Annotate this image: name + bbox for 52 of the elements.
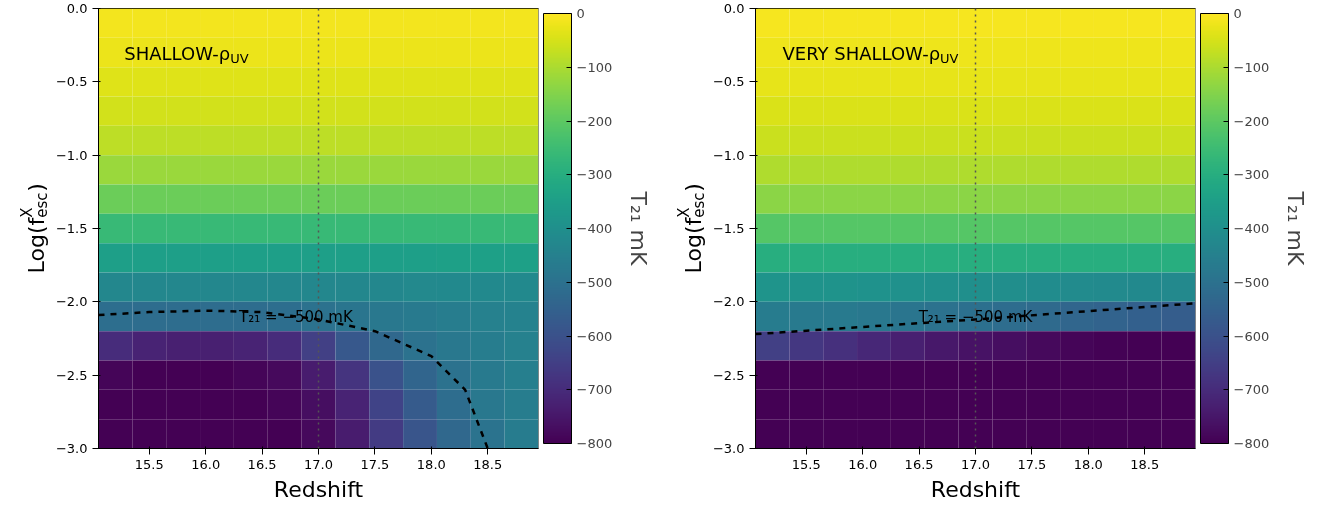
- x-tick-label: 18.5: [473, 456, 503, 472]
- x-tick-label: 18.5: [1130, 456, 1160, 472]
- y-tick-label: −0.5: [712, 74, 745, 90]
- color-bar-label: −800: [1233, 436, 1270, 451]
- y-tick-label: −2.5: [55, 367, 88, 383]
- x-tick-label: 15.5: [134, 456, 164, 472]
- y-tick-label: −2.0: [712, 294, 745, 310]
- y-tick-label: −3.0: [712, 441, 745, 456]
- x-tick-label: 16.5: [904, 456, 934, 472]
- y-tick-label: −1.0: [712, 147, 745, 163]
- y-tick-label: −1.5: [712, 221, 745, 236]
- x-tick-label: 17.5: [1017, 456, 1047, 472]
- color-bar-label: −600: [1233, 328, 1270, 344]
- color-bar-label: −200: [576, 113, 613, 129]
- y-axis-title: Log(fXesc): [17, 183, 51, 274]
- color-bar-label: −300: [576, 167, 613, 183]
- x-tick-label: 17.5: [360, 456, 390, 472]
- x-tick-label: 16.5: [247, 456, 277, 472]
- color-bar-label: −800: [576, 436, 613, 451]
- y-tick-label: −1.0: [55, 147, 88, 163]
- x-tick-label: 16.0: [191, 456, 221, 472]
- color-bar-label: −400: [576, 221, 613, 236]
- x-tick-label: 16.0: [848, 456, 878, 472]
- color-bar-label: −200: [1233, 113, 1270, 129]
- x-tick-label: 17.0: [304, 456, 333, 472]
- y-tick-label: −3.0: [55, 441, 88, 456]
- y-tick-label: −0.5: [55, 74, 88, 90]
- color-bar-title: T₂₁ mK: [625, 190, 651, 267]
- color-bar-label: 0: [576, 6, 585, 21]
- color-bar-label: −700: [576, 382, 613, 398]
- color-bar-label: −500: [576, 274, 613, 290]
- color-bar-label: −100: [576, 59, 613, 75]
- y-axis-title: Log(fXesc): [674, 183, 708, 274]
- x-tick-label: 18.0: [1073, 456, 1103, 472]
- x-axis-title: Redshift: [930, 476, 1021, 502]
- x-tick-label: 18.0: [416, 456, 446, 472]
- y-tick-label: −2.5: [712, 367, 745, 383]
- y-tick-label: −2.0: [55, 294, 88, 310]
- color-bar-title: T₂₁ mK: [1282, 190, 1308, 267]
- color-bar-label: −700: [1233, 382, 1270, 398]
- color-bar-label: −400: [1233, 221, 1270, 236]
- x-tick-label: 17.0: [961, 456, 990, 472]
- y-tick-label: −1.5: [55, 221, 88, 236]
- y-tick-label: 0.0: [66, 1, 88, 16]
- color-bar-label: −600: [576, 328, 613, 344]
- color-bar-label: 0: [1233, 6, 1242, 21]
- color-bar-label: −500: [1233, 274, 1270, 290]
- color-bar-label: −300: [1233, 167, 1270, 183]
- color-bar-label: −100: [1233, 59, 1270, 75]
- y-tick-label: 0.0: [723, 1, 745, 16]
- x-axis-title: Redshift: [273, 476, 364, 502]
- x-tick-label: 15.5: [791, 456, 821, 472]
